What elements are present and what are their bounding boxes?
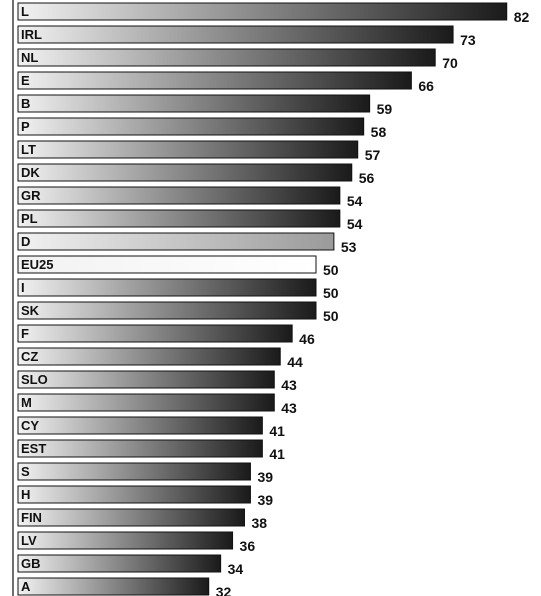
bar — [17, 163, 353, 182]
bar — [17, 324, 293, 343]
category-label: M — [21, 395, 32, 410]
bar — [17, 370, 275, 389]
bar — [17, 508, 245, 527]
value-label: 56 — [359, 170, 375, 186]
bar — [17, 117, 365, 136]
value-label: 46 — [299, 331, 315, 347]
value-label: 54 — [347, 193, 363, 209]
value-label: 41 — [269, 423, 285, 439]
bar — [17, 278, 317, 297]
category-label: CZ — [21, 349, 38, 364]
category-label: GB — [21, 556, 41, 571]
value-label: 82 — [514, 9, 530, 25]
category-label: EU25 — [21, 257, 54, 272]
value-label: 36 — [240, 538, 256, 554]
bar — [17, 393, 275, 412]
category-label: DK — [21, 165, 40, 180]
bar — [17, 71, 412, 90]
category-label: B — [21, 96, 30, 111]
category-label: EST — [21, 441, 46, 456]
bar — [17, 531, 234, 550]
category-label: GR — [21, 188, 41, 203]
value-label: 73 — [460, 32, 476, 48]
value-label: 34 — [228, 561, 244, 577]
category-label: PL — [21, 211, 38, 226]
bar — [17, 347, 281, 366]
value-label: 43 — [281, 400, 297, 416]
category-label: D — [21, 234, 30, 249]
category-label: S — [21, 464, 30, 479]
value-label: 38 — [251, 515, 267, 531]
category-label: H — [21, 487, 30, 502]
category-label: F — [21, 326, 29, 341]
bar — [17, 485, 251, 504]
category-label: FIN — [21, 510, 42, 525]
value-label: 41 — [269, 446, 285, 462]
value-label: 50 — [323, 262, 339, 278]
value-label: 44 — [287, 354, 303, 370]
bar — [17, 301, 317, 320]
bar — [17, 439, 263, 458]
bar — [17, 416, 263, 435]
value-label: 43 — [281, 377, 297, 393]
bar — [17, 186, 341, 205]
bar — [17, 577, 210, 596]
category-label: SLO — [21, 372, 48, 387]
bar — [17, 209, 341, 228]
value-label: 70 — [442, 55, 458, 71]
category-label: LT — [21, 142, 36, 157]
value-label: 50 — [323, 285, 339, 301]
category-label: CY — [21, 418, 39, 433]
category-label: E — [21, 73, 30, 88]
bar — [17, 554, 222, 573]
value-label: 57 — [365, 147, 381, 163]
category-label: LV — [21, 533, 37, 548]
bar — [17, 94, 371, 113]
value-label: 39 — [257, 469, 273, 485]
category-label: IRL — [21, 27, 42, 42]
category-label: I — [21, 280, 25, 295]
value-label: 32 — [216, 584, 232, 596]
bar — [17, 462, 251, 481]
bar — [17, 232, 335, 251]
bar — [17, 25, 454, 44]
value-label: 50 — [323, 308, 339, 324]
value-label: 66 — [418, 78, 434, 94]
value-label: 39 — [257, 492, 273, 508]
category-label: SK — [21, 303, 40, 318]
category-label: A — [21, 579, 31, 594]
value-label: 59 — [377, 101, 393, 117]
value-label: 54 — [347, 216, 363, 232]
category-label: P — [21, 119, 30, 134]
bar — [17, 2, 508, 21]
bar — [17, 255, 317, 274]
category-label: L — [21, 4, 29, 19]
category-label: NL — [21, 50, 38, 65]
value-label: 58 — [371, 124, 387, 140]
value-label: 53 — [341, 239, 357, 255]
bar — [17, 140, 359, 159]
bar — [17, 48, 436, 67]
